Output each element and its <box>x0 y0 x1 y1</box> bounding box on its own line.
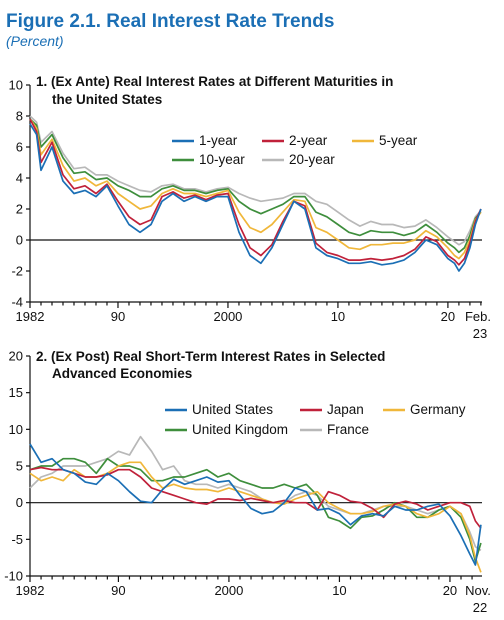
legend-label-2-year: 2-year <box>289 133 328 148</box>
x-tick-label: 90 <box>111 309 125 324</box>
legend-label-united-states: United States <box>192 402 273 417</box>
panel-1-legend: 1-year 2-year 5-year 10-year 20-year <box>172 133 418 167</box>
panel-2-chart: 2. (Ex Post) Real Short-Term Interest Ra… <box>4 349 491 616</box>
panel-1-title-line2: the United States <box>52 92 162 107</box>
panel-2-series <box>29 435 482 573</box>
y-tick-label: 10 <box>9 78 23 93</box>
y-tick-label: 8 <box>16 109 23 124</box>
legend-label-japan: Japan <box>327 402 364 417</box>
legend-label-10-year: 10-year <box>199 152 245 167</box>
x-tick-label: 10 <box>332 583 346 598</box>
y-tick-label: 0 <box>16 495 23 510</box>
x-tick-label: 10 <box>331 309 345 324</box>
x-tick-label: 2000 <box>213 309 242 324</box>
panel-2-legend: United States Japan Germany United Kingdom F… <box>165 402 466 437</box>
legend-label-5-year: 5-year <box>379 133 418 148</box>
y-tick-label: 10 <box>9 422 23 437</box>
legend-label-20-year: 20-year <box>289 152 335 167</box>
y-tick-label: -4 <box>11 295 23 310</box>
y-tick-label: 4 <box>16 171 23 186</box>
x-tick-label: 90 <box>111 583 125 598</box>
x-tick-label: 20 <box>441 309 455 324</box>
y-tick-label: -5 <box>11 532 23 547</box>
series-line-united-states <box>29 443 482 566</box>
x-tick-label: 1982 <box>16 309 45 324</box>
x-tick-label: 2000 <box>214 583 243 598</box>
series-line-united-kingdom <box>29 457 482 563</box>
panel-2-axes: -10 -5 0 5 10 15 20 1982 90 2000 10 20 Nov. 22 <box>4 349 491 616</box>
panel-1-chart: 1. (Ex Ante) Real Interest Rates at Diff… <box>9 74 491 341</box>
legend-label-united-kingdom: United Kingdom <box>192 422 288 437</box>
panel-2-title: 2. (Ex Post) Real Short-Term Interest Ra… <box>36 349 385 364</box>
series-line-20-year <box>29 115 482 246</box>
series-line-japan <box>29 466 482 529</box>
series-line-10-year <box>29 118 482 254</box>
panel-1-title: 1. (Ex Ante) Real Interest Rates at Diff… <box>36 74 393 89</box>
y-tick-label: -2 <box>11 264 23 279</box>
y-tick-label: 5 <box>16 459 23 474</box>
y-tick-label: 15 <box>9 385 23 400</box>
series-line-1-year <box>29 123 482 272</box>
x-end-label-month: Feb. <box>465 309 491 324</box>
panel-2-title-line2: Advanced Economies <box>52 366 192 381</box>
x-end-label-year: 23 <box>473 326 487 341</box>
legend-label-1-year: 1-year <box>199 133 238 148</box>
x-tick-label: 20 <box>443 583 457 598</box>
legend-label-germany: Germany <box>410 402 466 417</box>
series-line-france <box>29 435 482 552</box>
series-line-2-year <box>29 118 482 266</box>
y-tick-label: 2 <box>16 202 23 217</box>
x-tick-label: 1982 <box>16 583 45 598</box>
y-tick-label: 20 <box>9 349 23 364</box>
panel-1-series <box>29 115 482 272</box>
legend-label-france: France <box>327 422 369 437</box>
series-line-germany <box>29 461 482 573</box>
y-tick-label: 0 <box>16 233 23 248</box>
y-tick-label: 6 <box>16 140 23 155</box>
figure-subtitle: (Percent) <box>6 33 64 49</box>
x-end-label-year: 22 <box>473 600 487 615</box>
y-tick-label: -10 <box>4 569 23 584</box>
series-line-5-year <box>29 118 482 260</box>
panel-1-axes: -4 -2 0 2 4 6 8 10 1982 90 2000 10 20 Feb. 23 <box>9 78 491 342</box>
x-end-label-month: Nov. <box>465 583 491 598</box>
figure-title: Figure 2.1. Real Interest Rate Trends <box>6 11 334 32</box>
